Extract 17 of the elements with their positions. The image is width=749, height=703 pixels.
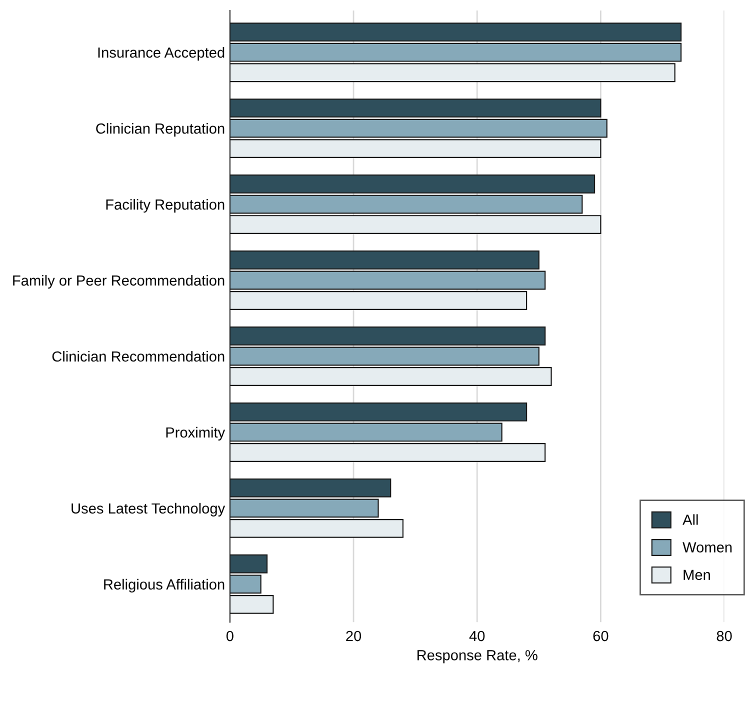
- y-tick-label: Family or Peer Recommendation: [13, 274, 224, 289]
- x-tick-label: 40: [469, 630, 485, 642]
- x-axis-title: Response Rate, %: [418, 650, 538, 664]
- y-tick-label: Religious Affiliation: [104, 578, 224, 592]
- y-tick-label: Uses Latest Technology: [72, 502, 226, 516]
- y-tick-label: Proximity: [166, 426, 226, 441]
- x-tick-label: 0: [226, 630, 234, 642]
- y-tick-label: Clinician Recommendation: [52, 350, 224, 362]
- x-tick-label: 60: [593, 630, 608, 642]
- y-tick-label: Insurance Accepted: [98, 47, 224, 61]
- x-tick-label: 80: [716, 630, 732, 642]
- x-tick-label: 20: [346, 630, 362, 642]
- legend-label: Women: [682, 542, 732, 552]
- y-tick-label: Facility Reputation: [106, 199, 224, 213]
- legend-label: Men: [684, 570, 710, 580]
- legend-label: All: [682, 514, 698, 525]
- y-tick-label: Clinician Reputation: [96, 123, 224, 137]
